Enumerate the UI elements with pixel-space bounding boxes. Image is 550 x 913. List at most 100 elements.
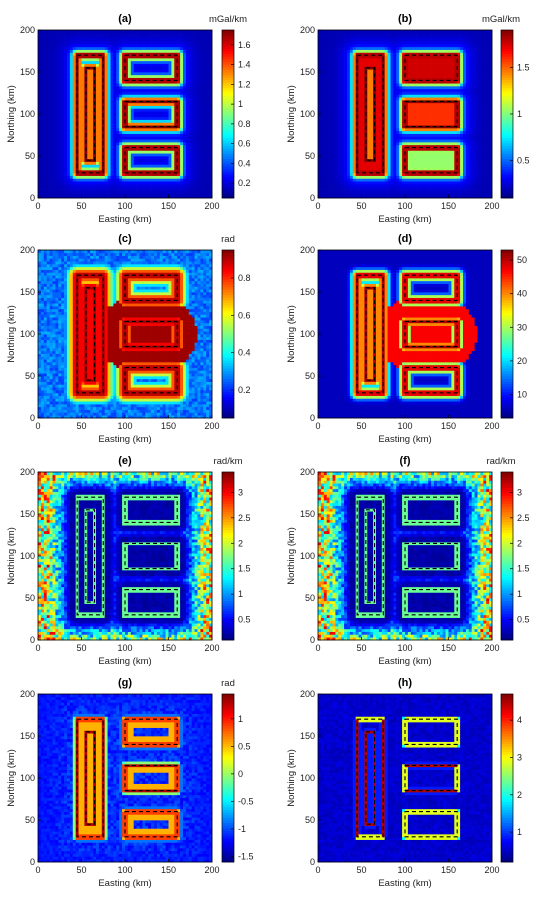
heatmap-cell [55, 187, 58, 190]
heatmap-cell [87, 75, 90, 78]
heatmap-cell [148, 64, 151, 67]
heatmap-cell [58, 66, 61, 69]
heatmap-cell [333, 164, 336, 167]
heatmap-cell [330, 41, 333, 44]
heatmap-cell [53, 173, 56, 176]
colorbar-tick-label: 0.2 [238, 178, 251, 188]
heatmap-cell [206, 83, 209, 86]
heatmap-cell [148, 38, 151, 41]
heatmap-cell [122, 36, 125, 39]
heatmap-cell [169, 120, 172, 123]
heatmap-cell [174, 50, 177, 53]
heatmap-cell [137, 33, 140, 36]
heatmap-cell [330, 89, 333, 92]
heatmap-cell [128, 159, 131, 162]
heatmap-cell [53, 83, 56, 86]
heatmap-cell [50, 36, 53, 39]
heatmap-cell [61, 150, 64, 153]
heatmap-cell [131, 89, 134, 92]
heatmap-cell [70, 72, 73, 75]
heatmap-cell [119, 52, 122, 55]
heatmap-cell [195, 176, 198, 179]
heatmap-cell [96, 178, 99, 181]
heatmap-cell [154, 134, 157, 137]
heatmap-cell [111, 103, 114, 106]
heatmap-cell [73, 94, 76, 97]
heatmap-cell [108, 134, 111, 137]
heatmap-cell [102, 192, 105, 195]
heatmap-cell [99, 66, 102, 69]
heatmap-cell [64, 106, 67, 109]
heatmap-cell [55, 61, 58, 64]
heatmap-cell [180, 44, 183, 47]
colorbar-segment [222, 93, 234, 96]
heatmap-cell [55, 184, 58, 187]
heatmap-cell [189, 148, 192, 151]
heatmap-cell [105, 164, 108, 167]
heatmap-cell [318, 78, 321, 81]
heatmap-cell [324, 117, 327, 120]
heatmap-cell [96, 134, 99, 137]
heatmap-cell [82, 156, 85, 159]
heatmap-cell [47, 108, 50, 111]
heatmap-cell [321, 69, 324, 72]
heatmap-cell [330, 47, 333, 50]
heatmap-cell [189, 80, 192, 83]
heatmap-cell [163, 114, 166, 117]
heatmap-cell [338, 181, 341, 184]
heatmap-cell [189, 153, 192, 156]
heatmap-cell [53, 100, 56, 103]
colorbar-segment [222, 59, 234, 62]
heatmap-cell [128, 108, 131, 111]
heatmap-cell [154, 120, 157, 123]
heatmap-cell [64, 30, 67, 33]
heatmap-cell [195, 148, 198, 151]
heatmap-cell [41, 64, 44, 67]
heatmap-cell [105, 75, 108, 78]
heatmap-cell [134, 156, 137, 159]
heatmap-cell [148, 181, 151, 184]
heatmap-cell [122, 92, 125, 95]
heatmap-cell [200, 148, 203, 151]
heatmap-cell [105, 178, 108, 181]
heatmap-cell [195, 30, 198, 33]
heatmap-cell [61, 69, 64, 72]
heatmap-cell [67, 173, 70, 176]
heatmap-cell [87, 44, 90, 47]
panel-b: (b)050100150200050100150200Easting (km)N… [286, 13, 530, 225]
heatmap-cell [64, 100, 67, 103]
heatmap-cell [330, 159, 333, 162]
heatmap-cell [195, 61, 198, 64]
heatmap-cell [38, 100, 41, 103]
heatmap-cell [198, 111, 201, 114]
heatmap-cell [116, 148, 119, 151]
heatmap-cell [122, 184, 125, 187]
heatmap-cell [44, 50, 47, 53]
heatmap-cell [73, 181, 76, 184]
heatmap-cell [174, 36, 177, 39]
heatmap-cell [131, 97, 134, 100]
heatmap-cell [180, 33, 183, 36]
heatmap-cell [50, 162, 53, 165]
heatmap-cell [61, 55, 64, 58]
heatmap-cell [142, 159, 145, 162]
heatmap-cell [61, 41, 64, 44]
heatmap-cell [192, 136, 195, 139]
heatmap-cell [73, 136, 76, 139]
heatmap-cell [180, 167, 183, 170]
heatmap-cell [169, 50, 172, 53]
heatmap-cell [61, 159, 64, 162]
heatmap-cell [157, 75, 160, 78]
heatmap-cell [44, 44, 47, 47]
heatmap-cell [186, 139, 189, 142]
heatmap-cell [119, 167, 122, 170]
heatmap-cell [151, 187, 154, 190]
heatmap-cell [148, 75, 151, 78]
heatmap-cell [335, 125, 338, 128]
colorbar-segment [222, 122, 234, 125]
heatmap-cell [53, 167, 56, 170]
heatmap-cell [38, 52, 41, 55]
heatmap-cell [198, 134, 201, 137]
heatmap-cell [189, 162, 192, 165]
heatmap-cell [105, 69, 108, 72]
